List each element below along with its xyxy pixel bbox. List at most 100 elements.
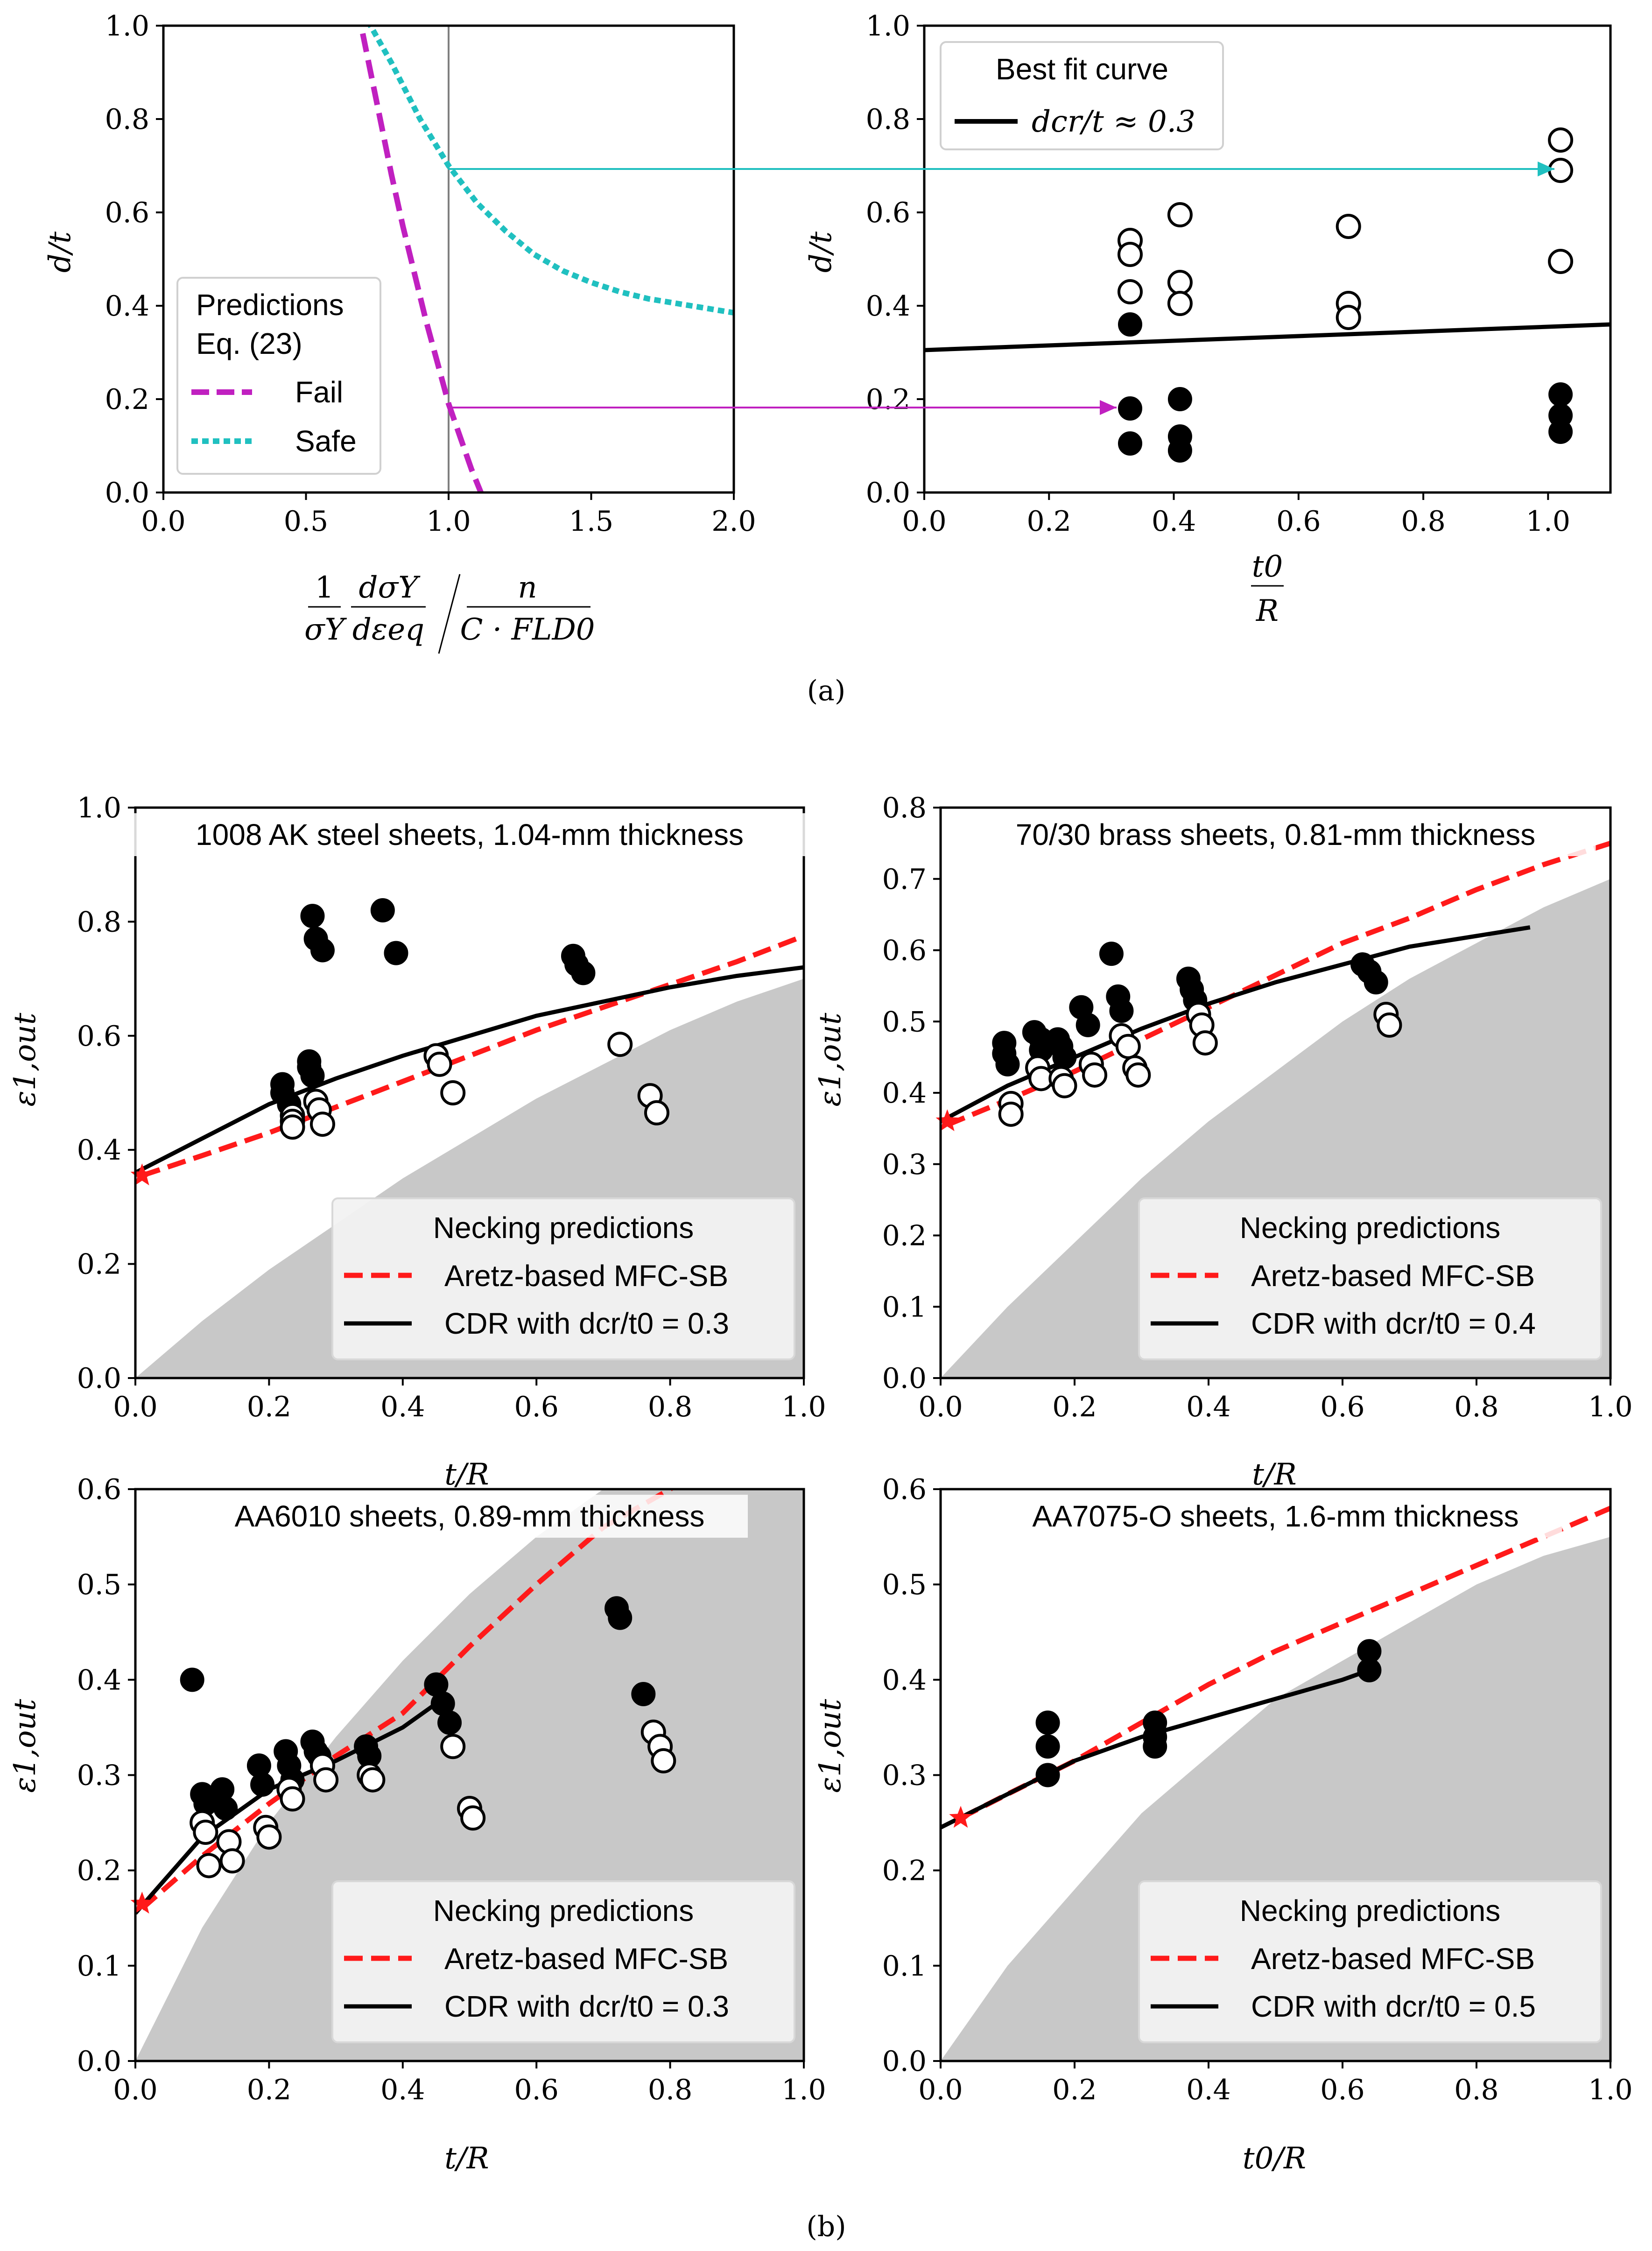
b1-failed-point: [370, 898, 395, 922]
a1-xlabel-sigmaY: σY: [304, 612, 347, 647]
b1-xtick-label: 1.0: [781, 1391, 826, 1423]
arrows: [448, 162, 1554, 415]
a1-xtick-label: 2.0: [711, 505, 756, 538]
b2-title: 70/30 brass sheets, 0.81-mm thickness: [1016, 818, 1535, 851]
b4-xtick-label: 0.4: [1186, 2074, 1230, 2106]
b1-title: 1008 AK steel sheets, 1.04-mm thickness: [196, 818, 744, 851]
b4-star-marker: [949, 1806, 972, 1828]
a2-failed-point: [1167, 387, 1192, 411]
b3-xtick-label: 0.2: [247, 2074, 291, 2106]
b1-frame: [134, 806, 805, 1379]
b4-legend-black-label: CDR with dcr/t0 = 0.5: [1251, 1990, 1536, 2023]
a2-ytick-label: 0.4: [866, 290, 910, 323]
b2-xtick-label: 0.6: [1320, 1391, 1364, 1423]
b4-failed-point: [1357, 1658, 1382, 1682]
b1-ytick-label: 0.8: [77, 906, 121, 938]
b4-xtick-label: 0.0: [918, 2074, 963, 2106]
a2-safe-point: [1336, 305, 1361, 330]
a2-ytick-label: 0.8: [866, 103, 910, 136]
a1-xlabel-one: 1: [315, 570, 334, 605]
a1-ytick-label: 0.6: [105, 197, 149, 229]
b3-xtick-label: 0.6: [514, 2074, 558, 2106]
b4-failed-point: [1143, 1734, 1167, 1759]
b2-failed-point: [1099, 942, 1124, 966]
a1-xlabel-dsig: dσY: [359, 570, 421, 605]
b4-xlabel: t0/R: [1243, 2141, 1306, 2176]
b4-title: AA7075-O sheets, 1.6-mm thickness: [1032, 1499, 1518, 1533]
caption-b: (b): [806, 2210, 846, 2243]
b1-legend-red-label: Aretz-based MFC-SB: [444, 1259, 728, 1293]
a2-ylabel: d/t: [804, 232, 838, 273]
a1-legend: Predictions Eq. (23) Fail Safe: [176, 277, 381, 475]
b2-safe-point: [1082, 1062, 1108, 1088]
b1-xtick-label: 0.0: [113, 1391, 157, 1423]
b3-failed-point: [608, 1605, 633, 1630]
b3-safe-point: [440, 1734, 466, 1759]
a1-ytick-label: 0.4: [105, 290, 149, 323]
b3-failed-point: [631, 1681, 656, 1706]
a2-safe-point: [1167, 291, 1193, 316]
b1-failed-point: [571, 961, 596, 985]
b4-legend-box: [1138, 1880, 1602, 2043]
b3-safe-point: [280, 1786, 305, 1812]
b1-safe-point: [440, 1080, 466, 1105]
b4-aretz-line: [959, 1505, 1610, 1821]
b1-ytick-label: 0.2: [77, 1248, 121, 1281]
a2-failed-point: [1167, 438, 1192, 463]
b2-ytick-label: 0.3: [882, 1148, 927, 1181]
b4-xtick-label: 0.2: [1052, 2074, 1097, 2106]
b3-ytick-label: 0.3: [77, 1759, 121, 1792]
b2-failed-point: [995, 1052, 1020, 1076]
b1-xtick-label: 0.4: [380, 1391, 425, 1423]
a2-xtick-label: 0.6: [1276, 505, 1321, 538]
b2-safe-point: [1115, 1034, 1141, 1059]
b3-failed-point: [437, 1710, 462, 1735]
b1-ytick-label: 1.0: [77, 792, 121, 824]
b1-ytick-label: 0.6: [77, 1020, 121, 1053]
b4-legend-title: Necking predictions: [1240, 1894, 1501, 1927]
a2-failed-point: [1548, 420, 1573, 444]
b2-ytick-label: 0.4: [882, 1077, 927, 1110]
b3-title: AA6010 sheets, 0.89-mm thickness: [235, 1499, 705, 1533]
a1-xlabel: 1 σY dσY dεeq n C · FLD0: [304, 570, 595, 654]
b4-failed-point: [1035, 1734, 1060, 1759]
panel-a2: 0.0 0.2 0.4 0.6 0.8 1.0 0.0 0.2 0.4 0.6 0.8 1.0 d/t…: [804, 10, 1612, 628]
b3-xtick-label: 0.8: [648, 2074, 692, 2106]
b3-failed-point: [180, 1667, 204, 1692]
b2-star-marker: [935, 1109, 959, 1132]
b4-title-bg: [989, 1495, 1562, 1538]
a1-legend-safe: Safe: [295, 424, 357, 458]
b2-legend: Necking predictions Aretz-based MFC-SB CDR…: [1138, 1197, 1602, 1360]
b2-legend-black-label: CDR with dcr/t0 = 0.4: [1251, 1307, 1536, 1340]
a1-xlabel-den: C · FLD0: [460, 612, 595, 647]
a2-xlabel-den: R: [1256, 594, 1279, 628]
b4-ytick-label: 0.3: [882, 1759, 927, 1792]
b2-legend-title: Necking predictions: [1240, 1211, 1501, 1245]
b2-safe-point: [1125, 1062, 1151, 1088]
b2-safe-point: [1192, 1030, 1218, 1056]
b1-ytick-label: 0.4: [77, 1134, 121, 1167]
panel-b3: AA6010 sheets, 0.89-mm thickness Necking …: [8, 1473, 826, 2176]
b1-failed-point: [384, 941, 408, 965]
b1-legend-box: [331, 1197, 795, 1360]
b3-title-bg: [191, 1495, 748, 1538]
b2-ytick-label: 0.6: [882, 935, 927, 967]
b3-safe-point: [651, 1748, 676, 1773]
b1-safe-point: [309, 1111, 335, 1137]
b2-failed-point: [1364, 970, 1388, 995]
a2-safe-point: [1167, 202, 1193, 227]
a2-plot-area: [924, 127, 1610, 463]
b2-failed-point: [1109, 999, 1134, 1023]
b4-ylabel: ε1,out: [813, 1699, 848, 1793]
b1-xtick-label: 0.8: [648, 1391, 692, 1423]
b4-ytick-label: 0.2: [882, 1855, 927, 1887]
b3-legend-title: Necking predictions: [433, 1894, 694, 1927]
a1-xlabel-deps: dεeq: [352, 612, 424, 647]
panel-b2: 70/30 brass sheets, 0.81-mm thickness Nec…: [813, 792, 1633, 1492]
a2-safe-point: [1167, 270, 1193, 295]
b1-safe-point: [280, 1114, 305, 1140]
a2-safe-point: [1548, 249, 1574, 274]
b2-ytick-label: 0.7: [882, 863, 927, 896]
b3-failed-point: [213, 1796, 238, 1821]
b3-legend-red-label: Aretz-based MFC-SB: [444, 1942, 728, 1976]
